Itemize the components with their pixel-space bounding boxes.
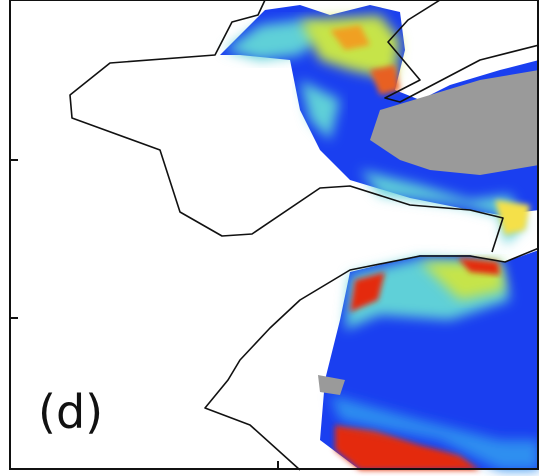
map-panel: (d) <box>0 0 539 476</box>
lower-ocean-field <box>318 250 539 470</box>
panel-label: (d) <box>38 385 103 439</box>
page: (d) (() => { const data = JSON.parse(doc… <box>0 0 539 476</box>
